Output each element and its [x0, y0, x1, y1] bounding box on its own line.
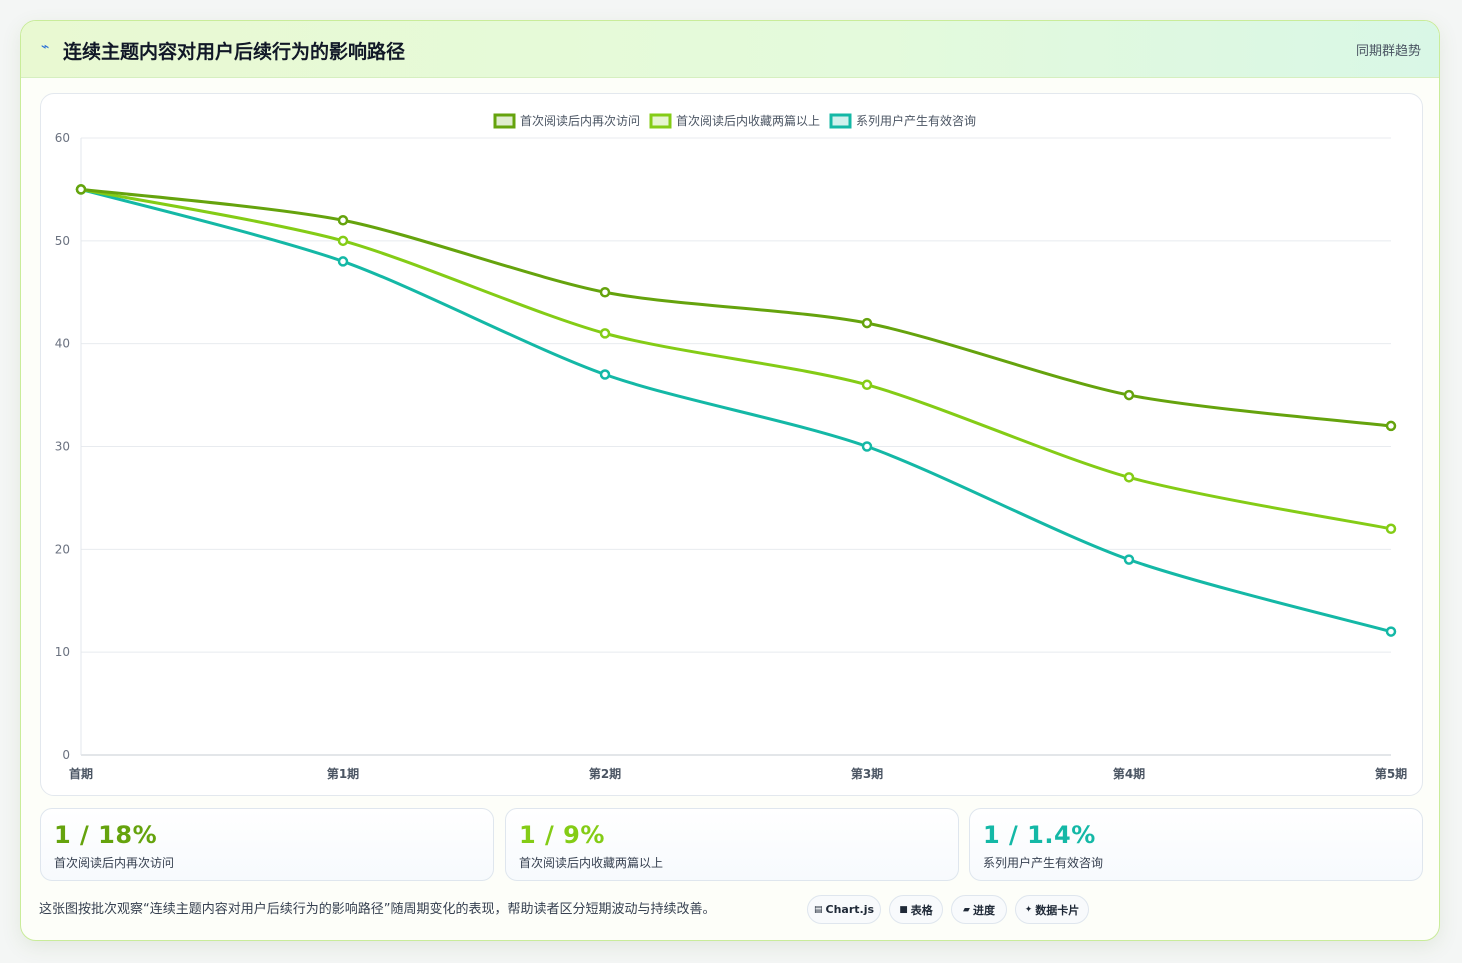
stat-value: 1 / 9% — [519, 821, 605, 849]
stat-label: 系列用户产生有效咨询 — [983, 856, 1104, 870]
line-chart-icon: ⌁ — [41, 39, 50, 55]
stat-value: 1 / 18% — [54, 821, 158, 849]
y-tick-label: 30 — [55, 440, 70, 454]
data-point — [75, 184, 87, 195]
chart-footnote: 这张图按批次观察“连续主题内容对用户后续行为的影响路径”随周期变化的表现，帮助读… — [39, 902, 716, 917]
line-chart: 0 10 20 30 40 50 60 首期 第1期 第2期 第3期 第4期 第5期 首次阅读后内再次访… — [55, 113, 1407, 781]
progress-icon: ▰ — [963, 904, 970, 915]
data-point — [599, 287, 611, 298]
data-point — [1123, 554, 1135, 565]
x-tick-label: 第4期 — [1113, 766, 1145, 781]
stat-label: 首次阅读后内收藏两篇以上 — [519, 856, 664, 870]
pill-label: Chart.js — [825, 903, 875, 916]
data-point — [337, 256, 349, 267]
stat-value: 1 / 1.4% — [983, 821, 1096, 849]
series-line — [80, 187, 1392, 634]
series-line — [80, 187, 1392, 531]
y-tick-label: 60 — [55, 131, 70, 145]
progress-tag-button[interactable]: ▰ 进度 — [951, 895, 1007, 924]
chartjs-tag-button[interactable]: ▤ Chart.js — [807, 895, 881, 924]
y-tick-label: 20 — [55, 542, 70, 556]
y-tick-label: 0 — [62, 748, 70, 762]
table-icon: ■ — [899, 904, 908, 915]
chart-icon: ▤ — [813, 904, 823, 915]
series-line — [80, 187, 1392, 428]
y-tick-label: 10 — [55, 645, 70, 659]
data-point — [599, 369, 611, 380]
data-point — [861, 379, 873, 391]
legend-label: 首次阅读后内收藏两篇以上 — [676, 113, 820, 128]
y-tick-label: 40 — [55, 337, 70, 351]
x-tick-label: 第1期 — [327, 766, 359, 781]
table-tag-button[interactable]: ■ 表格 — [889, 895, 943, 924]
stat-card-inquiry: 1 / 1.4% 系列用户产生有效咨询 — [969, 808, 1423, 881]
data-point — [1385, 420, 1397, 432]
cohort-trend-link[interactable]: 同期群趋势 — [1355, 44, 1421, 59]
pill-label: 数据卡片 — [1035, 903, 1080, 917]
x-tick-label: 第2期 — [589, 766, 621, 781]
stat-card-revisit: 1 / 18% 首次阅读后内再次访问 — [40, 808, 494, 881]
data-point — [861, 317, 873, 329]
legend-swatch — [829, 113, 852, 129]
x-tick-label: 第3期 — [851, 766, 883, 781]
data-card-tag-button[interactable]: ✦ 数据卡片 — [1015, 895, 1089, 924]
data-point — [861, 441, 873, 452]
legend-swatch — [649, 113, 672, 129]
legend-label: 首次阅读后内再次访问 — [520, 114, 640, 128]
chart-panel: 0 10 20 30 40 50 60 首期 第1期 第2期 第3期 第4期 第5期 首次阅读后内再次访… — [40, 93, 1423, 796]
legend-label: 系列用户产生有效咨询 — [856, 113, 976, 128]
stat-label: 首次阅读后内再次访问 — [54, 856, 175, 870]
sparkle-icon: ✦ — [1024, 904, 1033, 915]
chart-card: ⌁ 连续主题内容对用户后续行为的影响路径 同期群趋势 0 10 20 30 40 50 60… — [20, 20, 1440, 941]
y-tick-label: 50 — [55, 234, 70, 248]
card-title: 连续主题内容对用户后续行为的影响路径 — [63, 41, 406, 63]
stat-card-bookmark: 1 / 9% 首次阅读后内收藏两篇以上 — [505, 808, 959, 881]
data-point — [599, 328, 611, 339]
data-point — [337, 215, 349, 226]
data-point — [1123, 472, 1135, 483]
card-header: ⌁ 连续主题内容对用户后续行为的影响路径 同期群趋势 — [21, 21, 1439, 78]
data-point — [1385, 626, 1397, 637]
x-tick-label: 第5期 — [1375, 766, 1407, 781]
data-point — [337, 235, 349, 247]
pill-label: 进度 — [972, 903, 995, 917]
data-point — [1385, 523, 1397, 535]
x-tick-label: 首期 — [69, 766, 93, 781]
pill-label: 表格 — [910, 903, 933, 917]
data-point — [1123, 389, 1135, 401]
legend-swatch — [493, 113, 516, 129]
